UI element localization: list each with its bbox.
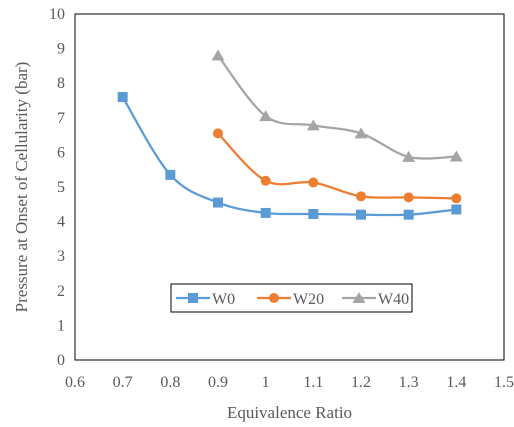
data-point-w0 [213, 197, 223, 208]
y-tick-label: 1 [57, 317, 65, 334]
data-point-w20 [403, 192, 414, 203]
legend-swatch-marker [269, 293, 279, 303]
y-tick-label: 6 [57, 144, 65, 161]
x-tick-label: 0.8 [160, 374, 180, 391]
legend-entry-w0: W0 [176, 291, 235, 308]
data-point-w40 [259, 110, 273, 122]
y-tick-label: 7 [57, 110, 65, 127]
y-tick-label: 0 [57, 352, 65, 369]
series-w40 [211, 49, 463, 162]
x-tick-label: 0.9 [208, 374, 228, 391]
data-point-w20 [213, 128, 223, 139]
y-tick-label: 9 [57, 41, 65, 58]
data-point-w0 [403, 209, 414, 220]
x-tick-label: 1 [262, 374, 270, 391]
data-point-w0 [308, 208, 319, 219]
series-line-w40 [217, 54, 457, 160]
y-axis-title: Pressure at Onset of Cellularity (bar) [12, 62, 31, 313]
x-tick-label: 1.1 [303, 374, 323, 391]
legend-label: W0 [212, 291, 235, 308]
x-tick-label: 1.4 [446, 374, 466, 391]
y-tick-label: 10 [49, 6, 65, 23]
data-point-w0 [117, 92, 128, 103]
y-tick-label: 5 [57, 179, 65, 196]
data-point-w40 [211, 49, 225, 61]
x-tick-label: 0.6 [65, 374, 85, 391]
data-point-w0 [356, 209, 366, 220]
series-line-w20 [217, 132, 457, 200]
data-point-w20 [260, 175, 271, 186]
series-w20 [213, 128, 462, 204]
y-tick-label: 4 [57, 214, 65, 231]
x-axis-title: Equivalence Ratio [227, 403, 352, 422]
series-w0 [117, 92, 462, 220]
y-tick-label: 8 [57, 75, 65, 92]
plot-border [74, 13, 505, 361]
x-axis-tick-labels: 0.6 0.7 0.8 0.9 1 1.1 1.2 1.3 1.4 1.5 [65, 374, 514, 391]
y-axis-tick-labels: 0 1 2 3 4 5 6 7 8 9 10 [49, 6, 65, 369]
legend-swatch-marker [352, 292, 366, 303]
data-point-w0 [165, 169, 176, 180]
data-point-w20 [451, 193, 462, 204]
data-point-w20 [356, 191, 366, 202]
data-point-w0 [451, 204, 462, 215]
legend-label: W20 [293, 291, 324, 308]
y-tick-label: 3 [57, 248, 65, 265]
plot-area [74, 13, 505, 361]
legend-entry-w40: W40 [342, 291, 409, 308]
legend: W0 W20 W40 [170, 283, 413, 313]
data-point-w0 [260, 207, 271, 218]
data-point-w20 [308, 177, 319, 188]
data-point-w40 [449, 150, 463, 162]
legend-swatch-marker [188, 293, 198, 303]
data-point-w40 [306, 119, 320, 131]
x-tick-label: 1.2 [351, 374, 371, 391]
x-tick-label: 1.5 [494, 374, 514, 391]
x-tick-label: 0.7 [113, 374, 133, 391]
x-tick-label: 1.3 [399, 374, 419, 391]
legend-entry-w20: W20 [257, 291, 324, 308]
data-point-w40 [354, 127, 368, 139]
legend-label: W40 [378, 291, 409, 308]
y-tick-label: 2 [57, 283, 65, 300]
data-point-w40 [402, 150, 416, 162]
series-layer [117, 49, 463, 220]
